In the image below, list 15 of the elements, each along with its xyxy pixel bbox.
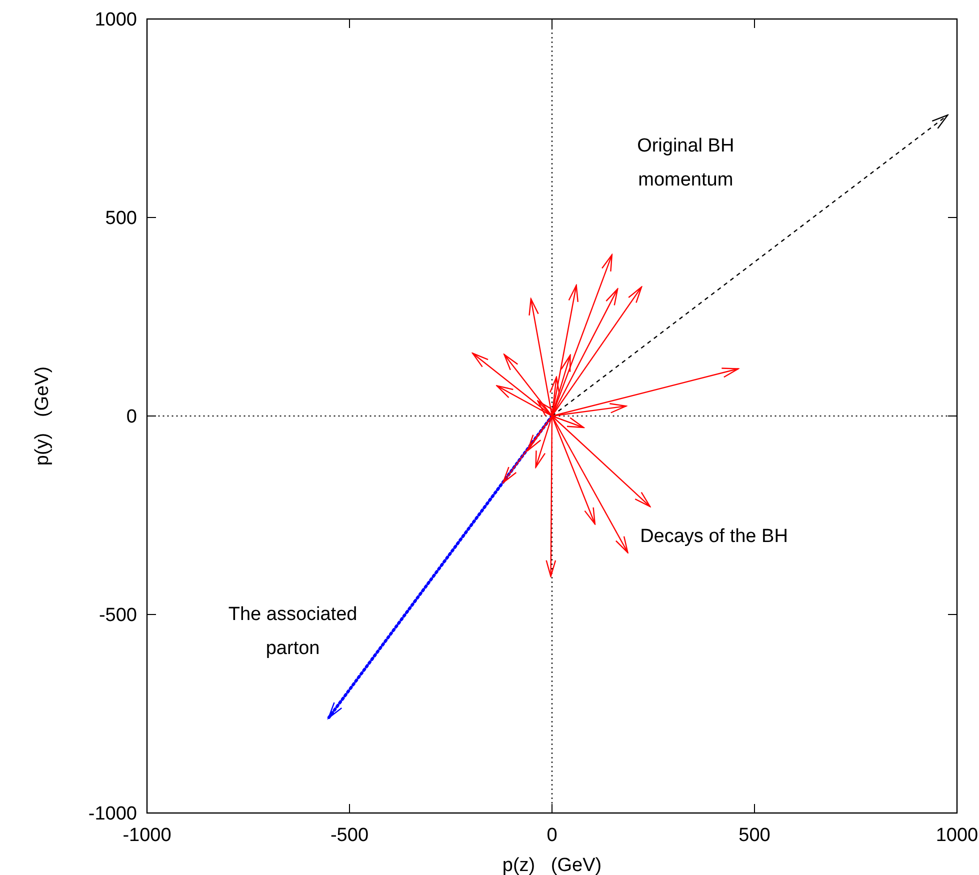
y-tick-label: -1000 bbox=[88, 804, 137, 825]
x-tick-label: -1000 bbox=[122, 825, 172, 846]
y-axis-title: p(y) (GeV) bbox=[32, 366, 53, 466]
x-axis-title: p(z) (GeV) bbox=[502, 855, 602, 875]
y-tick-label: 0 bbox=[126, 406, 137, 428]
annotation: Decays of the BH bbox=[640, 526, 788, 547]
y-tick-label: -500 bbox=[98, 605, 137, 626]
annotation: Original BH momentum bbox=[637, 136, 734, 191]
annotation: The associated parton bbox=[228, 604, 358, 660]
y-tick-label: 500 bbox=[105, 208, 137, 230]
x-tick-label: -500 bbox=[330, 825, 369, 846]
x-tick-label: 0 bbox=[546, 825, 558, 846]
y-tick-label: 1000 bbox=[94, 10, 137, 31]
x-tick-label: 500 bbox=[738, 825, 770, 846]
x-tick-label: 1000 bbox=[936, 825, 978, 846]
